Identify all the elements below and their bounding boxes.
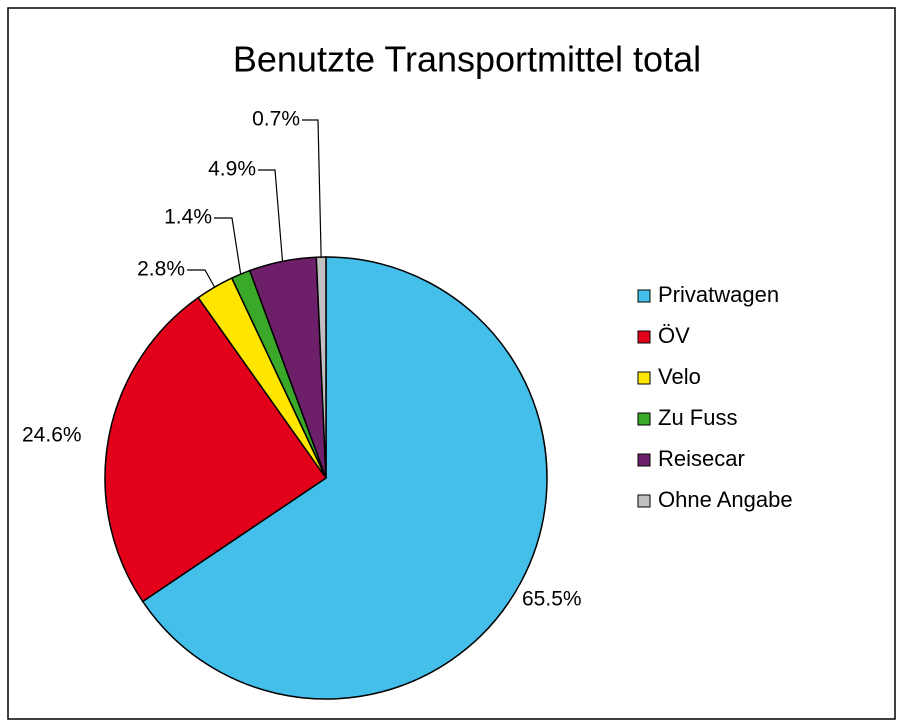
- data-label: 24.6%: [22, 424, 82, 447]
- leader-line: [302, 119, 322, 258]
- legend-label: ÖV: [658, 323, 690, 348]
- legend-swatch: [637, 412, 651, 426]
- legend-label: Ohne Angabe: [658, 487, 793, 512]
- pie-slice: [104, 296, 328, 603]
- pie-slice: [141, 256, 548, 700]
- chart-title: Benutzte Transportmittel total: [233, 39, 701, 80]
- data-label: 2.8%: [137, 258, 185, 281]
- legend-label: Velo: [658, 364, 701, 389]
- leader-line: [258, 169, 284, 262]
- data-label: 0.7%: [252, 108, 300, 131]
- data-label: 1.4%: [164, 206, 212, 229]
- legend-swatch: [637, 494, 651, 508]
- data-label: 4.9%: [208, 158, 256, 181]
- legend-label: Zu Fuss: [658, 405, 737, 430]
- legend-swatch: [637, 289, 651, 303]
- legend-swatch: [637, 371, 651, 385]
- leader-line: [187, 269, 216, 288]
- legend-label: Privatwagen: [658, 282, 779, 307]
- legend-swatch: [637, 330, 651, 344]
- data-label: 65.5%: [522, 588, 582, 611]
- leader-line: [214, 217, 242, 275]
- legend-label: Reisecar: [658, 446, 745, 471]
- legend-swatch: [637, 453, 651, 467]
